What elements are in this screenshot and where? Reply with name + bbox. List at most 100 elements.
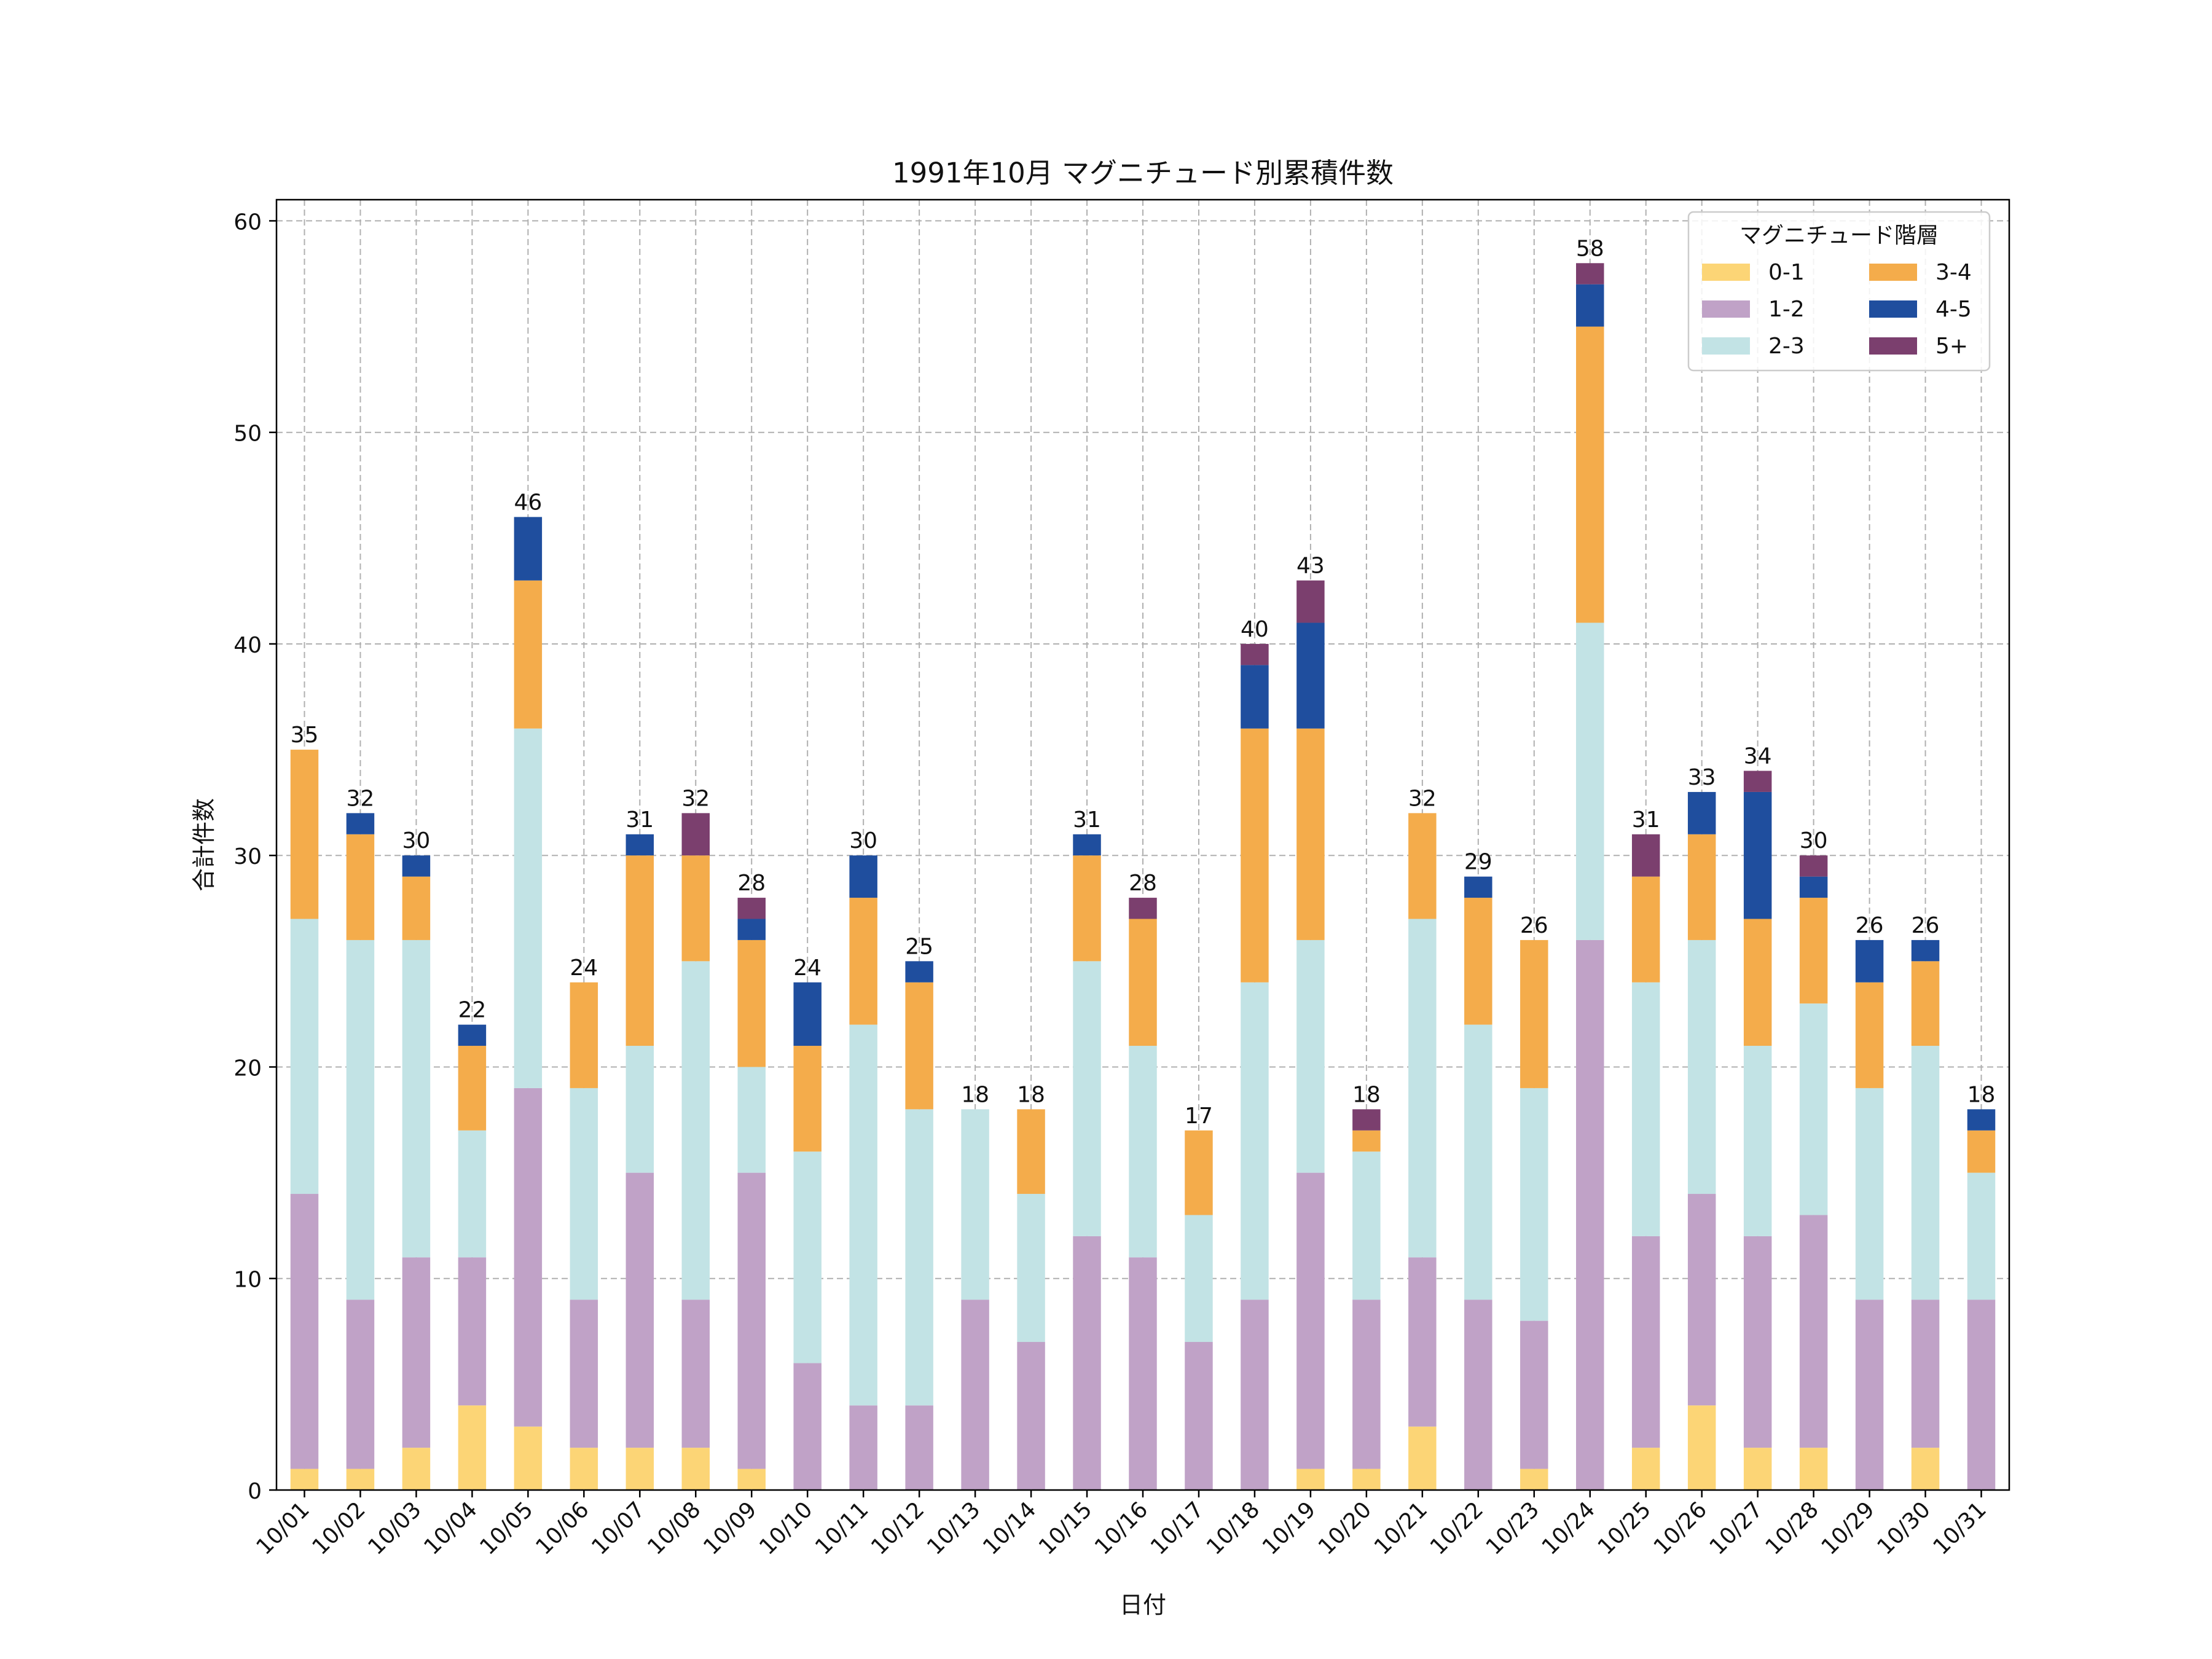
bar-segment-3-4 [1185,1130,1213,1215]
legend-label: 5+ [1936,334,1968,359]
total-label: 32 [681,786,710,811]
bar-segment-1-2 [514,1088,543,1427]
legend-swatch-1-2 [1702,300,1750,318]
bar-segment-3-4 [737,939,766,1067]
bar-segment-2-3 [1464,1024,1492,1300]
bar-segment-2-3 [1631,982,1660,1236]
bar-segment-3-4 [1017,1109,1045,1194]
bar-segment-4-5 [346,813,375,834]
bar-segment-1-2 [1520,1320,1548,1469]
bar-segment-2-3 [1185,1215,1213,1343]
bar-segment-0-1 [626,1448,654,1490]
bar-segment-4-5 [1296,622,1325,729]
bar-segment-2-3 [1576,622,1604,940]
total-label: 31 [1632,807,1660,833]
y-axis: 0 10 20 30 40 50 60 [233,210,276,1504]
legend-label: 1-2 [1768,297,1805,322]
bar-segment-2-3 [570,1088,598,1300]
bar-segment-1-2 [1967,1300,1996,1490]
bar-segment-3-4 [1743,919,1772,1046]
bar-segment-0-1 [1520,1469,1548,1490]
bar-segment-4-5 [793,982,822,1046]
total-label: 25 [905,934,933,959]
bar-segment-0-1 [1743,1448,1772,1490]
bar-segment-1-2 [346,1300,375,1469]
total-label: 33 [1688,765,1716,790]
total-label: 18 [1017,1082,1045,1107]
bar-segment-5+ [1241,643,1269,665]
x-axis-label: 日付 [1120,1591,1166,1618]
bar-segment-1-2 [1241,1300,1269,1490]
bars [290,263,1996,1490]
bar-segment-2-3 [1911,1046,1940,1300]
bar-segment-4-5 [905,961,933,982]
legend-swatch-0-1 [1702,264,1750,281]
bar-segment-5+ [1129,898,1157,919]
legend-swatch-2-3 [1702,337,1750,355]
bar-segment-3-4 [1352,1130,1381,1152]
bar-segment-3-4 [1241,728,1269,982]
y-tick-label: 30 [233,844,262,869]
bar-segment-1-2 [570,1300,598,1448]
bar-segment-0-1 [346,1469,375,1490]
y-tick-label: 50 [233,422,262,447]
bar-segment-2-3 [1241,982,1269,1300]
bar-segment-3-4 [290,750,319,919]
bar-segment-3-4 [1576,326,1604,623]
total-label: 35 [291,723,319,748]
bar-segment-4-5 [458,1024,487,1046]
y-tick-label: 20 [233,1056,262,1081]
bar-segment-2-3 [1743,1046,1772,1236]
bar-segment-2-3 [849,1024,877,1406]
bar-segment-2-3 [626,1046,654,1173]
total-label: 29 [1464,850,1492,875]
bar-segment-4-5 [1967,1109,1996,1131]
total-label: 32 [347,786,375,811]
bar-segment-1-2 [1799,1215,1828,1448]
bar-segment-1-2 [402,1257,431,1448]
bar-segment-0-1 [1687,1405,1716,1490]
bar-segment-1-2 [1408,1257,1437,1427]
bar-segment-0-1 [1352,1469,1381,1490]
bar-segment-2-3 [1352,1151,1381,1300]
bar-segment-0-1 [681,1448,710,1490]
total-label: 18 [1967,1082,1996,1107]
bar-segment-0-1 [1799,1448,1828,1490]
bar-segment-1-2 [681,1300,710,1448]
bar-segment-1-2 [1855,1300,1884,1490]
bar-segment-2-3 [1408,919,1437,1258]
bar-segment-1-2 [626,1172,654,1448]
bar-segment-1-2 [1185,1342,1213,1490]
bar-segment-2-3 [1296,939,1325,1173]
bar-segment-4-5 [1743,791,1772,919]
bar-segment-3-4 [905,982,933,1110]
bar-segment-2-3 [346,939,375,1300]
bar-segment-4-5 [1576,284,1604,327]
bar-segment-4-5 [626,834,654,856]
bar-segment-3-4 [1911,961,1940,1046]
bar-segment-3-4 [1408,813,1437,919]
bar-segment-3-4 [458,1046,487,1131]
bar-segment-1-2 [1687,1194,1716,1406]
bar-segment-5+ [1576,263,1604,284]
total-label: 40 [1241,617,1269,642]
bar-segment-3-4 [570,982,598,1088]
total-label: 31 [626,807,654,833]
bar-segment-0-1 [514,1426,543,1490]
bar-segment-1-2 [737,1172,766,1469]
bar-segment-1-2 [1911,1300,1940,1448]
bar-segment-4-5 [1241,665,1269,729]
bar-segment-2-3 [1799,1003,1828,1215]
total-label: 30 [402,828,431,853]
bar-segment-4-5 [1464,876,1492,898]
y-axis-label: 合計件数 [190,798,218,892]
total-label: 17 [1185,1104,1213,1129]
legend: マグニチュード階層 0-1 1-2 2-3 3-4 4-5 5+ [1687,211,1991,372]
bar-segment-2-3 [1073,961,1101,1236]
bar-segment-4-5 [1073,834,1101,856]
bar-segment-2-3 [1129,1046,1157,1258]
bar-segment-3-4 [402,876,431,940]
total-label: 31 [1073,807,1101,833]
legend-label: 3-4 [1936,260,1972,285]
bar-segment-1-2 [290,1194,319,1469]
